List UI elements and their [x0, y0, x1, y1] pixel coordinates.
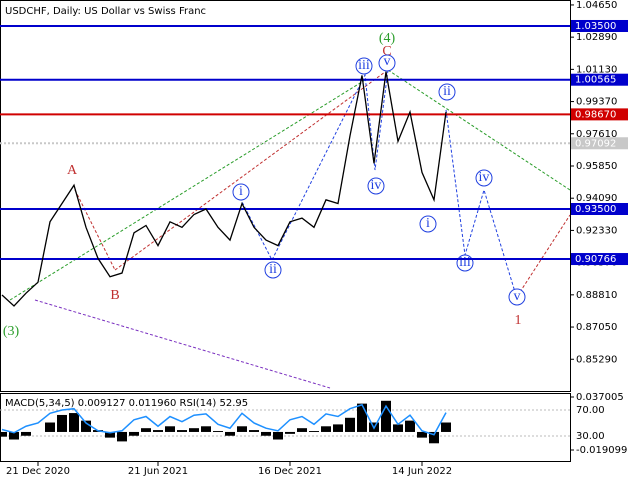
rsi-line	[1, 403, 447, 436]
macd-bar	[129, 431, 139, 436]
wave-label: iv	[479, 170, 490, 185]
indicator-title: MACD(5,34,5) 0.009127 0.011960 RSI(14) 5…	[5, 398, 248, 409]
x-tick-label: 21 Jun 2021	[128, 466, 188, 477]
y-tick-label: 0.92330	[576, 225, 617, 236]
y-tick-label: 0.94090	[576, 193, 617, 204]
level-label-bg	[571, 73, 628, 86]
macd-bar	[321, 426, 331, 432]
level-label: 1.00565	[575, 75, 616, 86]
y-tick-label: 0.99370	[576, 97, 617, 108]
wave-label: B	[110, 288, 119, 303]
macd-bar	[345, 417, 355, 432]
level-label: 1.03500	[575, 21, 616, 32]
y-tick-label: 1.04650	[576, 0, 617, 11]
y-tick-label: -0.019099	[576, 445, 627, 456]
level-label-bg	[571, 108, 628, 121]
y-tick-label: 0.97610	[576, 129, 617, 140]
y-tick-label: 1.01130	[576, 64, 617, 75]
macd-bar	[237, 426, 247, 432]
macd-bar	[117, 431, 127, 442]
macd-bar	[21, 431, 31, 436]
macd-bar	[165, 426, 175, 432]
y-tick-label: 1.02890	[576, 32, 617, 43]
wave-label: i	[239, 184, 243, 199]
macd-bar	[381, 400, 391, 432]
level-label-bg	[571, 137, 628, 150]
macd-bar	[249, 430, 259, 432]
macd-bar	[69, 413, 79, 432]
x-tick-label: 14 Jun 2022	[392, 466, 452, 477]
wave-label: v	[384, 54, 391, 69]
level-label-bg	[571, 203, 628, 216]
y-tick-label: 0.88810	[576, 290, 617, 301]
macd-bar	[273, 431, 283, 440]
level-label: 0.97092	[575, 138, 616, 149]
macd-bar	[201, 426, 211, 432]
wave-label: ii	[443, 84, 451, 99]
main-frame	[0, 0, 571, 392]
macd-bar	[405, 420, 415, 432]
level-label: 0.98670	[575, 109, 616, 120]
level-label-bg	[571, 253, 628, 266]
y-tick-label: 0.87050	[576, 322, 617, 333]
wave-label: i	[426, 216, 430, 231]
wave-label: iii	[459, 255, 471, 270]
wave-labels: (4) C iii v ii A i iv i iv ii iii B v (3…	[3, 31, 526, 339]
chart-title: USDCHF, Daily: US Dollar vs Swiss Franc	[5, 6, 206, 17]
macd-bar	[57, 414, 67, 432]
wave-lines	[9, 69, 571, 389]
wave-label: v	[514, 289, 521, 304]
y-tick-label: 30.00	[576, 431, 605, 442]
y-tick-label: 0.037005	[576, 392, 624, 403]
x-tick-label: 16 Dec 2021	[258, 466, 322, 477]
y-tick-label: 0.95850	[576, 161, 617, 172]
level-label: 0.93500	[575, 204, 616, 215]
x-tick-label: 21 Dec 2020	[6, 466, 70, 477]
price-line	[1, 71, 447, 307]
wave-label: (4)	[379, 31, 396, 46]
macd-bar	[333, 424, 343, 432]
macd-bar	[0, 431, 7, 437]
macd-bar	[393, 424, 403, 432]
macd-bar	[9, 431, 19, 440]
wave-label: 1	[515, 313, 522, 328]
macd-bar	[417, 431, 427, 438]
macd-bar	[285, 431, 295, 434]
macd-bar	[141, 428, 151, 432]
wave-label: A	[67, 163, 78, 178]
macd-bar	[297, 428, 307, 432]
level-label: 0.90766	[575, 254, 616, 265]
wave-label: ii	[269, 262, 277, 277]
macd-bar	[357, 403, 367, 432]
indicator-frame	[0, 393, 571, 462]
macd-bar	[261, 431, 271, 436]
wave-label: C	[382, 44, 391, 59]
wave-label: (3)	[3, 324, 20, 339]
wave-label: iv	[371, 178, 382, 193]
macd-bar	[189, 428, 199, 432]
level-label-bg	[571, 19, 628, 32]
macd-bar	[441, 422, 451, 432]
macd-bar	[177, 430, 187, 432]
macd-bar	[213, 431, 223, 432]
macd-bar	[225, 431, 235, 436]
y-tick-label: 0.85290	[576, 354, 617, 365]
macd-bar	[45, 422, 55, 432]
macd-bar	[429, 431, 439, 444]
macd-bar	[81, 420, 91, 432]
macd-bar	[309, 431, 319, 432]
wave-label: iii	[358, 58, 370, 73]
macd-bar	[153, 430, 163, 432]
y-tick-label: 70.00	[576, 405, 605, 416]
macd-bar	[105, 431, 115, 438]
